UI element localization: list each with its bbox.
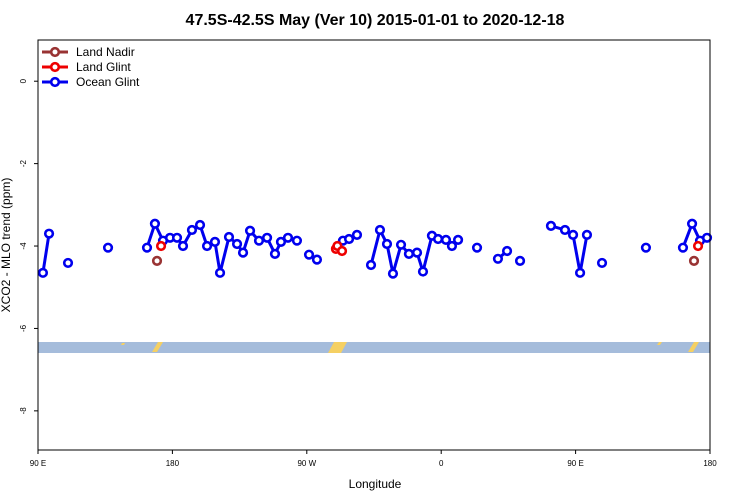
series-marker [581,229,593,241]
series-marker [492,253,504,264]
series-marker [275,236,287,248]
x-tick-label: 90 W [297,459,316,468]
series-marker [194,219,206,231]
series-marker [343,233,355,245]
series-marker [231,238,243,250]
y-axis-label: XCO2 - MLO trend (ppm) [0,178,13,313]
legend-label: Ocean Glint [76,75,140,89]
series-marker [688,255,700,266]
legend-marker [49,46,61,58]
land-strip [121,342,699,353]
y-tick-label: -4 [19,242,28,250]
x-tick-label: 180 [166,459,180,468]
chart-title: 47.5S-42.5S May (Ver 10) 2015-01-01 to 2… [186,12,565,29]
series-marker [387,268,399,279]
series-marker [501,245,513,257]
series-marker [374,224,386,236]
series-marker [43,228,55,239]
y-tick-label: -6 [19,324,28,332]
series-line [41,233,51,274]
series-marker [692,240,704,252]
y-tick-label: -2 [19,160,28,168]
legend-label: Land Nadir [76,45,135,59]
series-marker [596,257,608,269]
plot-frame [37,39,711,451]
series-marker [186,224,198,236]
series-marker [37,267,49,278]
series-marker [701,232,713,243]
series-marker [62,257,74,269]
series-marker [417,266,429,277]
series-marker [452,234,464,245]
series-marker [411,247,423,258]
legend-marker [49,61,61,73]
series-marker [351,229,363,241]
series-marker [432,233,444,245]
series-marker [282,232,294,243]
series-marker [209,236,221,248]
series-marker [214,267,226,278]
series-marker [253,235,265,246]
series-marker [155,240,167,252]
series-marker [381,238,393,250]
series-marker [403,248,415,259]
y-tick-label: -8 [19,407,28,415]
legend-label: Land Glint [76,60,131,74]
series-marker [365,259,377,271]
series-marker [201,240,213,252]
series-marker [269,248,281,259]
series-marker [177,240,189,252]
ocean-band [38,342,710,353]
series-marker [141,242,153,253]
series-marker [677,242,689,253]
x-tick-label: 90 E [30,459,46,468]
series-marker [223,231,235,243]
series-marker [303,249,315,260]
series-marker [395,239,407,250]
series-marker [336,245,348,257]
series-marker [559,224,571,236]
x-tick-label: 90 E [567,459,583,468]
series-marker [471,242,483,253]
x-axis-label: Longitude [349,477,402,491]
x-tick-label: 0 [439,459,444,468]
series-marker [237,247,249,258]
series-marker [311,254,323,265]
series-marker [640,242,652,253]
x-tick-label: 180 [703,459,717,468]
y-tick-label: 0 [19,78,28,83]
series-marker [574,267,586,278]
series-marker [171,232,183,243]
series-marker [567,229,579,241]
series-marker [149,218,161,229]
series-marker [291,235,303,246]
series-marker [440,234,452,245]
series-marker [102,242,114,253]
series-marker [244,225,256,236]
series-marker [514,255,526,266]
series-marker [446,240,458,252]
series-marker [151,255,163,266]
series-marker [261,232,273,243]
series-line [145,219,298,274]
plot-area [37,218,713,279]
series-marker [545,220,557,231]
legend-marker [49,76,61,88]
series-marker [686,218,698,229]
